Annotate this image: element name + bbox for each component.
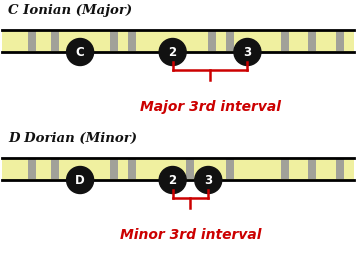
Circle shape: [234, 39, 261, 65]
Text: C Ionian (Major): C Ionian (Major): [8, 4, 132, 17]
Bar: [2, 158, 354, 180]
Text: D: D: [75, 173, 85, 186]
Bar: [128, 31, 136, 51]
Bar: [336, 31, 344, 51]
Bar: [51, 159, 59, 179]
Bar: [308, 159, 315, 179]
Circle shape: [159, 167, 186, 194]
Text: 2: 2: [169, 45, 177, 59]
Bar: [128, 159, 136, 179]
Bar: [336, 159, 344, 179]
Bar: [51, 31, 59, 51]
Circle shape: [195, 167, 222, 194]
Bar: [208, 31, 216, 51]
Circle shape: [67, 167, 94, 194]
Bar: [226, 159, 234, 179]
Bar: [281, 31, 289, 51]
Text: 3: 3: [244, 45, 251, 59]
Bar: [28, 159, 36, 179]
Bar: [110, 159, 118, 179]
Bar: [308, 31, 315, 51]
Text: 3: 3: [204, 173, 212, 186]
Bar: [226, 31, 234, 51]
Bar: [187, 159, 194, 179]
Circle shape: [159, 39, 186, 65]
Text: 2: 2: [169, 173, 177, 186]
Bar: [110, 31, 118, 51]
Text: Major 3rd interval: Major 3rd interval: [140, 100, 281, 114]
Bar: [2, 30, 354, 52]
Text: C: C: [76, 45, 84, 59]
Bar: [281, 159, 289, 179]
Text: Minor 3rd interval: Minor 3rd interval: [120, 228, 261, 242]
Bar: [28, 31, 36, 51]
Text: D Dorian (Minor): D Dorian (Minor): [8, 132, 137, 145]
Circle shape: [67, 39, 94, 65]
